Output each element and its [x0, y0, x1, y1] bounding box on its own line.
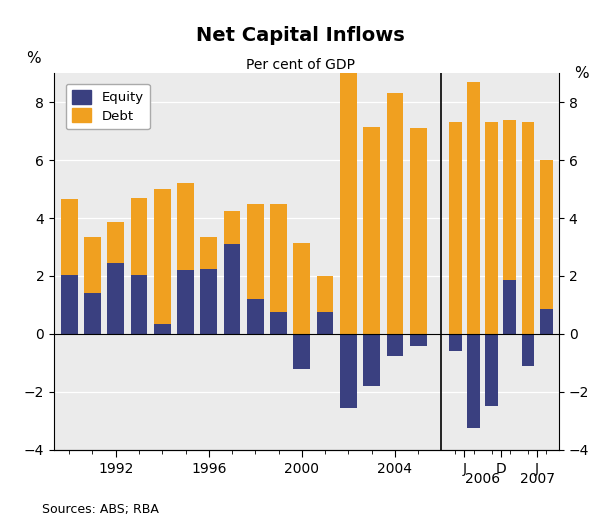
Bar: [467, 82, 480, 334]
Bar: [154, 189, 171, 324]
Bar: [449, 334, 462, 351]
Bar: [247, 203, 264, 299]
Text: 2007: 2007: [519, 472, 555, 485]
Bar: [467, 334, 480, 428]
Bar: [410, 334, 427, 346]
Bar: [504, 120, 516, 280]
Bar: [363, 334, 380, 386]
Text: Net Capital Inflows: Net Capital Inflows: [196, 26, 405, 45]
Bar: [108, 222, 124, 263]
Bar: [200, 269, 217, 334]
Bar: [270, 203, 287, 312]
Text: 2006: 2006: [465, 472, 500, 485]
Bar: [61, 275, 78, 334]
Bar: [340, 334, 357, 408]
Bar: [386, 94, 403, 334]
Bar: [386, 334, 403, 356]
Bar: [522, 122, 534, 334]
Y-axis label: %: %: [26, 51, 41, 66]
Bar: [130, 275, 147, 334]
Bar: [317, 276, 334, 312]
Bar: [154, 324, 171, 334]
Bar: [522, 334, 534, 366]
Y-axis label: %: %: [575, 66, 589, 81]
Bar: [130, 198, 147, 275]
Bar: [449, 122, 462, 334]
Bar: [61, 199, 78, 275]
Legend: Equity, Debt: Equity, Debt: [66, 84, 150, 129]
Bar: [340, 66, 357, 334]
Bar: [247, 299, 264, 334]
Text: Sources: ABS; RBA: Sources: ABS; RBA: [42, 503, 159, 516]
Bar: [270, 312, 287, 334]
Bar: [540, 309, 552, 334]
Bar: [84, 237, 101, 293]
Bar: [540, 160, 552, 309]
Bar: [485, 334, 498, 406]
Bar: [317, 312, 334, 334]
Bar: [293, 243, 310, 334]
Bar: [410, 128, 427, 334]
Bar: [504, 280, 516, 334]
Bar: [224, 211, 240, 244]
Bar: [485, 122, 498, 334]
Bar: [293, 334, 310, 369]
Bar: [84, 293, 101, 334]
Bar: [177, 183, 194, 270]
Bar: [224, 244, 240, 334]
Bar: [108, 263, 124, 334]
Bar: [200, 237, 217, 269]
Text: Per cent of GDP: Per cent of GDP: [246, 58, 355, 72]
Bar: [363, 127, 380, 334]
Bar: [177, 270, 194, 334]
